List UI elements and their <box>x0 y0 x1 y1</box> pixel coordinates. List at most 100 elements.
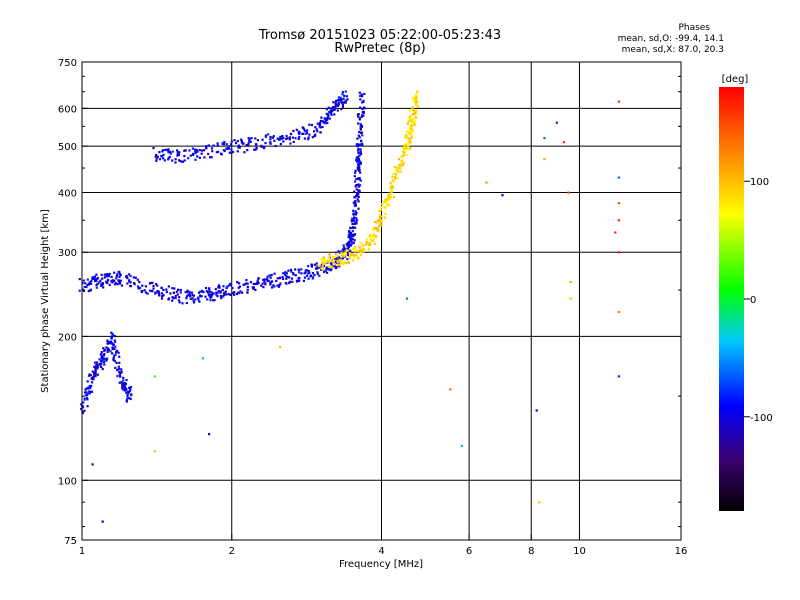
data-point <box>374 242 377 245</box>
data-point <box>326 260 329 263</box>
data-point <box>87 289 90 293</box>
data-point <box>161 295 164 298</box>
data-point <box>126 390 129 393</box>
data-point <box>315 128 318 131</box>
data-point <box>332 106 335 110</box>
data-point <box>228 284 231 287</box>
data-point <box>331 108 334 111</box>
scatter-points <box>78 90 620 523</box>
data-point <box>245 279 248 282</box>
data-point <box>339 257 342 260</box>
data-point <box>347 242 350 246</box>
data-point <box>215 293 218 296</box>
data-point <box>358 169 361 172</box>
data-point <box>415 109 418 112</box>
data-point <box>361 101 364 104</box>
data-point <box>324 117 327 120</box>
data-point <box>118 282 121 285</box>
data-point <box>348 234 351 238</box>
data-point <box>207 144 210 147</box>
data-point <box>388 194 391 197</box>
colorbar-unit-label: [deg] <box>722 74 749 85</box>
data-point <box>208 295 211 298</box>
data-point <box>239 290 242 293</box>
data-point <box>128 390 131 393</box>
data-point <box>222 143 225 146</box>
data-point <box>176 293 179 296</box>
data-point <box>321 267 324 270</box>
data-point <box>411 108 414 111</box>
data-point <box>284 271 287 274</box>
data-point <box>323 270 326 273</box>
data-point <box>263 278 266 281</box>
data-point <box>356 255 359 258</box>
data-point <box>126 393 129 396</box>
data-point <box>144 291 147 294</box>
data-point <box>307 270 310 273</box>
data-point <box>354 210 357 213</box>
data-point <box>353 222 356 225</box>
data-point <box>361 250 364 253</box>
data-point <box>384 206 387 209</box>
data-point <box>116 349 119 352</box>
data-point <box>120 368 123 371</box>
data-point <box>94 361 97 364</box>
data-point <box>297 277 300 280</box>
data-point <box>156 284 159 287</box>
data-point <box>402 154 405 157</box>
data-point <box>349 232 352 235</box>
data-point <box>352 218 355 221</box>
data-point <box>323 257 326 261</box>
data-point <box>282 272 285 275</box>
data-point <box>187 157 190 160</box>
data-point <box>401 164 404 167</box>
data-point <box>254 288 257 291</box>
colorbar-ticks: 100 0 -100 <box>744 177 773 424</box>
data-point <box>416 90 419 93</box>
data-point <box>372 235 375 238</box>
data-point <box>128 397 131 400</box>
data-point <box>271 136 274 139</box>
data-point <box>357 115 360 118</box>
x-tick-label: 4 <box>378 546 384 557</box>
data-point <box>107 348 110 352</box>
data-point <box>91 381 94 384</box>
data-point <box>158 151 161 154</box>
phases-o-stats: mean, sd,O: -99.4, 14.1 <box>617 34 724 44</box>
data-point <box>394 173 397 176</box>
data-point <box>331 265 334 269</box>
data-point <box>165 288 168 291</box>
data-point <box>357 183 360 186</box>
data-point <box>116 369 119 372</box>
data-point <box>179 289 182 292</box>
data-point <box>383 200 386 204</box>
data-point <box>374 235 377 238</box>
axis-ticks: 1 2 4 6 8 10 16 75 100 200 300 400 500 600 750 <box>58 58 687 557</box>
data-point <box>358 246 361 249</box>
data-point <box>225 287 228 290</box>
data-point <box>359 127 362 130</box>
data-point <box>171 287 174 290</box>
data-point <box>81 412 84 415</box>
data-point <box>326 271 329 274</box>
data-point <box>408 137 411 140</box>
data-point <box>89 374 92 377</box>
data-point <box>347 261 350 264</box>
data-point <box>282 137 285 140</box>
data-point <box>212 292 215 295</box>
data-point <box>88 385 91 388</box>
data-point <box>257 281 260 284</box>
data-point <box>351 217 354 220</box>
data-point <box>215 291 218 294</box>
data-point <box>379 223 382 226</box>
data-point <box>269 141 272 144</box>
data-point <box>102 347 105 350</box>
data-point <box>340 98 343 101</box>
data-point <box>86 283 89 287</box>
data-point <box>102 358 105 361</box>
data-point <box>289 268 293 271</box>
data-point <box>171 159 174 162</box>
data-point <box>169 152 172 155</box>
data-point <box>320 268 323 271</box>
data-point <box>213 299 216 302</box>
